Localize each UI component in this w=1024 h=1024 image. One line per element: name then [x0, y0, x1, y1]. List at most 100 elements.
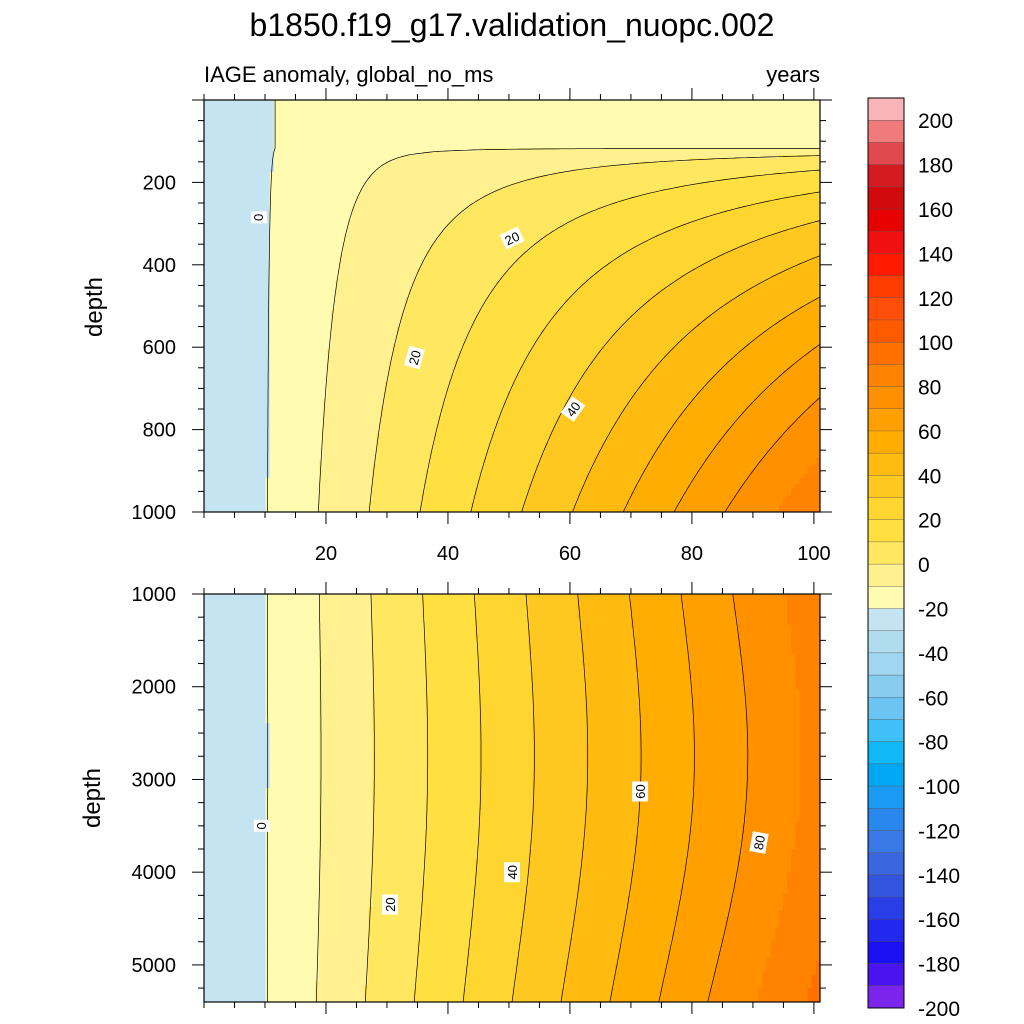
- colorbar-label: -80: [918, 732, 948, 755]
- colorbar-swatch: [867, 785, 905, 809]
- contour-line-70: [622, 296, 820, 512]
- colorbar-label: 40: [918, 465, 941, 488]
- contour-label: 40: [504, 862, 520, 883]
- colorbar-swatch: [867, 763, 905, 787]
- colorbar: 200180160140120100806040200-20-40-60-80-…: [867, 97, 960, 1021]
- colorbar-swatch: [867, 275, 905, 299]
- y-tick-label: 1000: [132, 502, 177, 524]
- x-tick-label: 40: [437, 543, 459, 565]
- contour-label: 20: [382, 894, 398, 915]
- colorbar-swatch: [867, 341, 905, 365]
- y-tick-label: 400: [143, 255, 176, 277]
- y-tick-label: 2000: [132, 677, 177, 699]
- subtitle-left: IAGE anomaly, global_no_ms: [204, 62, 493, 87]
- colorbar-swatch: [867, 475, 905, 499]
- colorbar-label: 0: [918, 554, 930, 577]
- colorbar-swatch: [867, 119, 905, 143]
- colorbar-label: -60: [918, 687, 948, 710]
- plot-frame: [203, 593, 821, 1003]
- colorbar-swatch: [867, 586, 905, 609]
- colorbar-swatch: [867, 630, 905, 654]
- subtitle-right: years: [766, 62, 820, 87]
- contour-fill: [204, 100, 820, 512]
- colorbar-swatch: [867, 452, 905, 476]
- colorbar-swatch: [867, 297, 905, 321]
- colorbar-swatch: [867, 830, 905, 854]
- colorbar-label: 20: [918, 510, 941, 533]
- colorbar-swatch: [867, 985, 905, 1009]
- y-tick-label: 5000: [132, 955, 177, 977]
- colorbar-swatch: [867, 430, 905, 454]
- colorbar-label: 100: [918, 332, 953, 355]
- y-tick-label: 200: [143, 172, 176, 194]
- y-tick-label: 3000: [132, 769, 177, 791]
- colorbar-swatch: [867, 386, 905, 410]
- colorbar-swatch: [867, 563, 905, 587]
- colorbar-label: -40: [918, 643, 948, 666]
- chart-title: b1850.f19_g17.validation_nuopc.002: [250, 7, 775, 43]
- contour-label: 0: [253, 819, 270, 832]
- colorbar-swatch: [867, 941, 905, 965]
- colorbar-swatch: [867, 963, 905, 987]
- colorbar-label: -140: [918, 865, 960, 888]
- x-tick-label: 60: [559, 543, 581, 565]
- contour-line-90: [707, 594, 749, 1002]
- colorbar-swatch: [867, 919, 905, 942]
- upper-panel: 20 40 60 80 100 200 400 600 800 1000 0 20 20 40: [132, 88, 832, 565]
- colorbar-swatch: [867, 186, 905, 210]
- colorbar-swatch: [867, 230, 905, 254]
- colorbar-swatch: [867, 896, 905, 920]
- colorbar-label: -20: [918, 599, 948, 622]
- colorbar-swatch: [867, 697, 905, 720]
- colorbar-swatch: [867, 874, 905, 898]
- contour-line-90: [724, 397, 820, 512]
- colorbar-label: 180: [918, 155, 953, 178]
- colorbar-swatch: [867, 319, 905, 343]
- colorbar-swatch: [867, 741, 905, 765]
- contour-line-20: [364, 594, 375, 1002]
- contour-line-40: [462, 594, 482, 1002]
- contour-line-60: [572, 255, 820, 512]
- contour-label: 20: [404, 345, 425, 370]
- y-tick-label: 800: [143, 420, 176, 442]
- contour-line-80: [673, 344, 820, 512]
- y-tick-label: 600: [143, 337, 176, 359]
- upper-y-axis-label: depth: [81, 277, 108, 337]
- colorbar-label: -100: [918, 776, 960, 799]
- colorbar-swatch: [867, 674, 905, 698]
- lower-y-axis-label: depth: [79, 768, 106, 828]
- x-tick-label: 80: [681, 543, 703, 565]
- colorbar-label: 120: [918, 288, 953, 311]
- colorbar-label: 80: [918, 377, 941, 400]
- contour-label: 60: [632, 781, 649, 802]
- contour-line-0: [267, 100, 276, 512]
- contour-line-20: [368, 155, 820, 512]
- colorbar-swatch: [867, 541, 905, 565]
- colorbar-swatch: [867, 208, 905, 232]
- contour-label: 20: [499, 226, 525, 250]
- contour-line-80: [658, 594, 695, 1002]
- colorbar-swatch: [867, 719, 905, 743]
- colorbar-swatch: [867, 519, 905, 543]
- contour-line-10: [318, 148, 820, 512]
- colorbar-swatch: [867, 364, 905, 388]
- contour-line-50: [511, 594, 535, 1002]
- lower-panel: 1000 2000 3000 4000 5000 0 20 40 60 80: [132, 582, 832, 1014]
- colorbar-label: -200: [918, 998, 960, 1021]
- colorbar-swatch: [867, 808, 905, 831]
- colorbar-swatch: [867, 497, 905, 521]
- colorbar-label: -180: [918, 954, 960, 977]
- x-tick-label: 20: [315, 543, 337, 565]
- y-tick-label: 4000: [132, 862, 177, 884]
- colorbar-swatch: [867, 97, 905, 121]
- contour-label: 40: [560, 396, 586, 422]
- colorbar-swatch: [867, 142, 905, 166]
- x-tick-label: 100: [797, 543, 830, 565]
- contour-line-30: [413, 594, 429, 1002]
- colorbar-label: -120: [918, 820, 960, 843]
- colorbar-swatch: [867, 164, 905, 188]
- contour-fill: [204, 594, 820, 1002]
- contour-label: 80: [749, 831, 769, 854]
- colorbar-label: -160: [918, 909, 960, 932]
